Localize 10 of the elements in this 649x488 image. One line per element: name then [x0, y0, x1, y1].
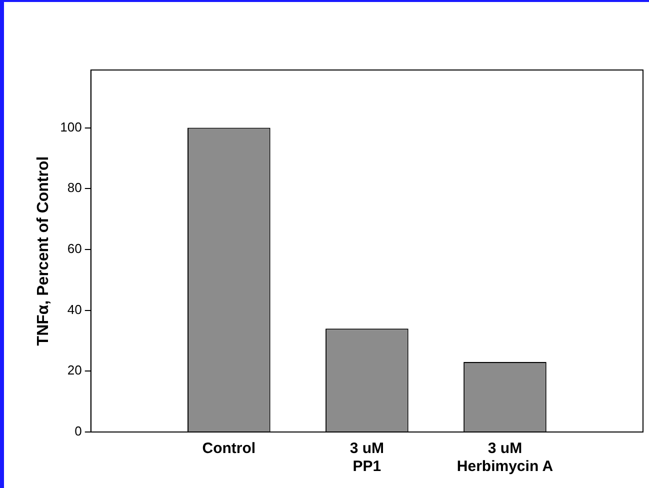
x-tick-label: 3 uM PP1 [350, 440, 384, 476]
y-tick-label: 100 [60, 119, 82, 134]
x-tick-label: Control [202, 440, 256, 458]
y-tick-label: 60 [67, 241, 82, 256]
y-tick-label: 0 [74, 424, 82, 439]
y-tick-label: 80 [67, 180, 82, 196]
y-tick-label: 20 [67, 362, 82, 378]
x-tick-label: 3 uM Herbimycin A [456, 440, 554, 476]
y-tick-label: 40 [67, 302, 82, 317]
y-axis-title: TNFα, Percent of Control [35, 156, 52, 346]
